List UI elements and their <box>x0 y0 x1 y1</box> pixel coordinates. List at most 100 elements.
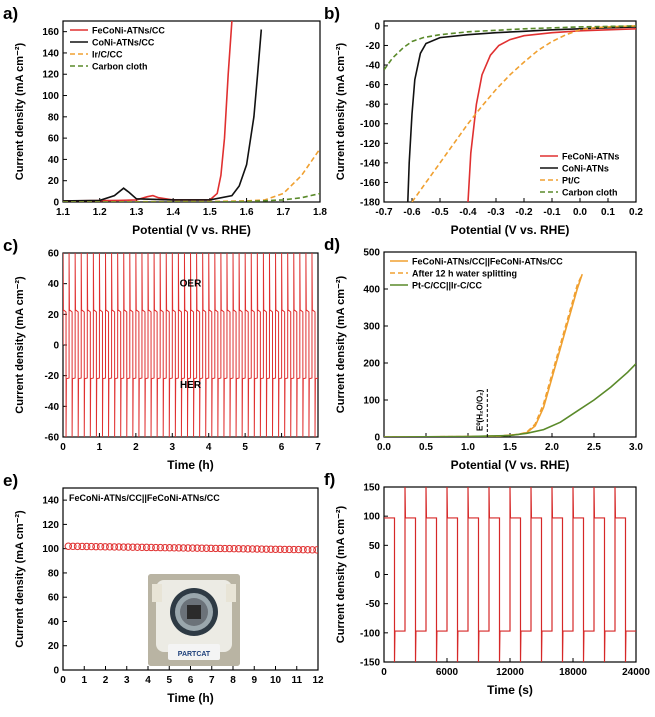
y-axis-label: Current density (mA cm⁻²) <box>335 275 347 413</box>
y-tick-label: 60 <box>48 134 60 145</box>
plot-area <box>384 487 636 662</box>
legend-entry: Carbon cloth <box>92 62 148 72</box>
data-point <box>124 543 132 551</box>
data-point <box>87 542 96 551</box>
y-tick-label: 80 <box>48 112 60 123</box>
data-point <box>276 545 284 554</box>
panel-label: a) <box>3 4 18 23</box>
x-tick-label: 8 <box>230 675 236 686</box>
plot-area <box>64 542 318 554</box>
data-point <box>73 542 82 551</box>
x-tick-label: 11 <box>291 675 302 686</box>
panel-3: 0.0 0.5 1.0 1.5 2.0 2.5 3.0 0 100 200 300 400 500 Pot… <box>324 235 643 472</box>
data-point <box>248 545 257 553</box>
data-point <box>69 542 77 551</box>
x-tick-label: 1.5 <box>503 442 517 453</box>
x-tick-label: 1.1 <box>56 207 70 218</box>
x-tick-label: 4 <box>145 675 151 686</box>
chart-label: FeCoNi-ATNs/CC||FeCoNi-ATNs/CC <box>69 493 220 503</box>
x-tick-label: 3 <box>124 675 130 686</box>
data-point <box>244 545 252 553</box>
x-tick-label: 9 <box>251 675 257 686</box>
plot-area <box>384 273 636 437</box>
data-point <box>101 543 109 551</box>
y-tick-label: 40 <box>48 279 60 290</box>
x-tick-label: 2.0 <box>545 442 559 453</box>
y-tick-label: -180 <box>360 198 380 209</box>
y-tick-label: 100 <box>42 91 59 102</box>
y-tick-label: -40 <box>45 402 60 413</box>
y-tick-label: 40 <box>48 617 60 628</box>
annotation-oer: OER <box>180 279 202 290</box>
x-tick-label: -0.5 <box>431 207 449 218</box>
x-tick-label: 7 <box>209 675 215 686</box>
y-tick-label: -80 <box>366 100 381 111</box>
x-tick-label: -0.4 <box>459 207 477 218</box>
data-point <box>115 543 123 551</box>
data-point <box>234 545 243 553</box>
legend-entry: CoNi-ATNs <box>562 164 609 174</box>
x-tick-label: 10 <box>270 675 282 686</box>
x-tick-label: 2 <box>133 442 139 453</box>
data-point <box>207 544 215 553</box>
data-point <box>147 543 155 552</box>
legend-entry: After 12 h water splitting <box>412 269 517 279</box>
y-tick-label: 50 <box>369 541 381 552</box>
y-tick-label: -160 <box>360 178 380 189</box>
x-tick-label: 1.4 <box>166 207 180 218</box>
data-point <box>110 543 119 551</box>
data-point <box>230 544 238 553</box>
x-tick-label: 6 <box>188 675 194 686</box>
panel-label: b) <box>324 4 340 23</box>
legend-entry: CoNi-ATNs/CC <box>92 38 155 48</box>
y-tick-label: 60 <box>48 249 60 260</box>
legend-entry: Carbon cloth <box>562 188 618 198</box>
data-point <box>133 543 142 551</box>
series-line <box>467 28 636 202</box>
series-line <box>63 253 318 437</box>
panel-2: 0 1 2 3 4 5 6 7 -60 -40 -20 0 20 40 60 Time (h) Current … <box>3 236 321 472</box>
series-line <box>63 29 263 202</box>
data-point <box>96 543 105 551</box>
data-point <box>304 546 312 554</box>
data-point <box>221 544 229 553</box>
data-point <box>267 545 275 553</box>
data-point <box>175 544 183 552</box>
data-point <box>92 542 100 551</box>
data-point <box>198 544 206 552</box>
series-line <box>411 25 636 202</box>
data-point <box>290 545 298 554</box>
x-tick-label: 0 <box>60 675 66 686</box>
y-tick-label: 0 <box>53 341 59 352</box>
x-tick-label: 0.0 <box>573 207 587 218</box>
x-tick-label: 5 <box>166 675 172 686</box>
data-point <box>225 544 234 553</box>
x-tick-label: 0.1 <box>601 207 615 218</box>
data-point <box>313 546 318 554</box>
y-axis-label: Current density (mA cm⁻²) <box>14 276 26 414</box>
series-line <box>63 21 233 202</box>
panel-label: e) <box>3 471 18 490</box>
data-point <box>156 543 165 552</box>
y-tick-label: -40 <box>366 61 381 72</box>
legend-entry: Pt/C <box>562 176 581 186</box>
x-tick-label: 0.2 <box>629 207 643 218</box>
x-tick-label: -0.3 <box>487 207 505 218</box>
y-tick-label: 120 <box>42 70 59 81</box>
panel-label: c) <box>3 236 18 255</box>
y-tick-label: -120 <box>360 139 380 150</box>
y-tick-label: 0 <box>374 433 380 444</box>
y-tick-label: 150 <box>363 483 380 494</box>
data-point <box>142 543 151 552</box>
data-point <box>179 544 188 552</box>
panel-0: 1.1 1.2 1.3 1.4 1.5 1.6 1.7 1.8 0 20 40 60 80 100 120 1… <box>3 4 327 237</box>
x-tick-label: 1.2 <box>93 207 107 218</box>
data-point <box>216 544 224 553</box>
y-tick-label: 80 <box>48 568 60 579</box>
y-tick-label: 300 <box>363 322 380 333</box>
legend-entry: FeCoNi-ATNs <box>562 152 619 162</box>
plot-area <box>63 253 318 437</box>
x-tick-label: 1.6 <box>240 207 254 218</box>
